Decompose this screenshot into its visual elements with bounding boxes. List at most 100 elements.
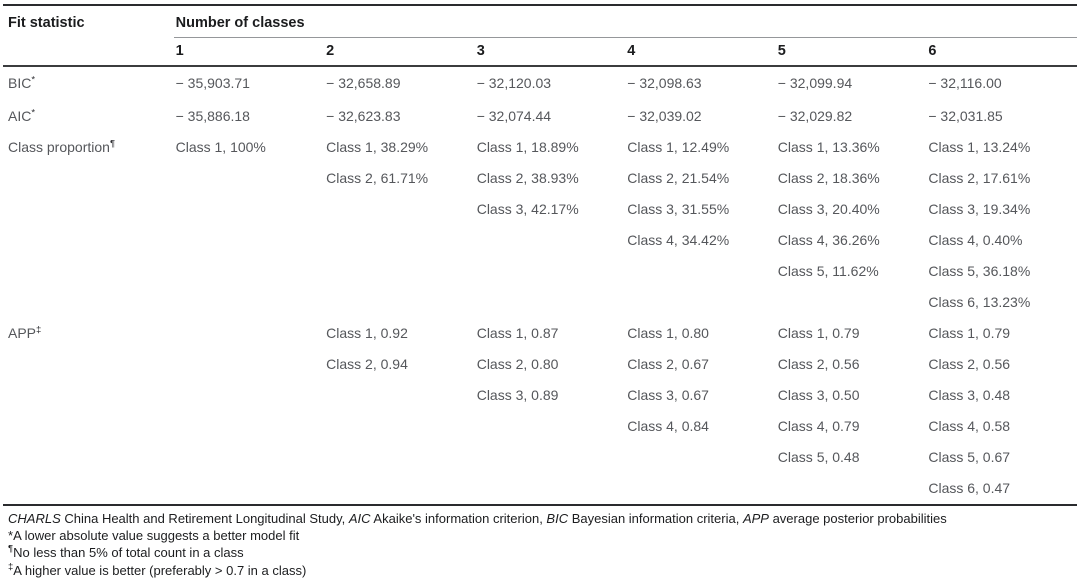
abbreviation-term-charls: CHARLS: [8, 511, 61, 526]
class-proportion-col4-line2: Class 2, 21.54%: [627, 170, 730, 186]
app-col6-line2: Class 2, 0.56: [928, 356, 1011, 372]
class-proportion-col6-line4: Class 4, 0.40%: [928, 232, 1023, 248]
abbreviation-term-bic: BIC: [546, 511, 569, 526]
abbreviation-term-aic: AIC: [348, 511, 371, 526]
column-header-4: 4: [625, 37, 776, 67]
abbreviations-footnote: CHARLS China Health and Retirement Longi…: [8, 511, 947, 526]
class-proportion-cell-col6: Class 1, 13.24% Class 2, 17.61% Class 3, 1…: [926, 132, 1077, 318]
class-proportion-cell-col2: Class 1, 38.29% Class 2, 61.71%: [324, 132, 475, 318]
table-header: Fit statistic Number of classes 1 2 3 4 …: [3, 5, 1077, 67]
app-cell-col1: [174, 318, 325, 505]
header-row-class-counts: 1 2 3 4 5 6: [3, 37, 1077, 67]
class-proportion-col3-line2: Class 2, 38.93%: [476, 170, 579, 186]
app-col5-line1: Class 1, 0.79: [777, 325, 860, 341]
class-proportion-col6-line6: Class 6, 13.23%: [928, 294, 1031, 310]
app-col6-line4: Class 4, 0.58: [928, 418, 1011, 434]
stat-row-bic: BIC* − 35,903.71 − 32,658.89 − 32,120.03 − 3…: [3, 66, 1077, 99]
footnote-note-1: *A lower absolute value suggests a bette…: [8, 528, 300, 544]
app-col6-line1: Class 1, 0.79: [928, 325, 1011, 341]
row-label-superscript-app: ‡: [36, 324, 42, 336]
stat-row-aic: AIC* − 35,886.18 − 32,623.83 − 32,074.44 − 3…: [3, 99, 1077, 132]
class-proportion-col5-line2: Class 2, 18.36%: [777, 170, 880, 186]
class-proportion-cell-col4: Class 1, 12.49% Class 2, 21.54% Class 3, 3…: [625, 132, 776, 318]
footnote-marker-2: ¶: [8, 544, 14, 556]
app-col4-line4: Class 4, 0.84: [627, 418, 709, 434]
class-proportion-col6-line1: Class 1, 13.24%: [928, 139, 1031, 155]
app-col6-line3: Class 3, 0.48: [928, 387, 1011, 403]
class-proportion-cell-col5: Class 1, 13.36% Class 2, 18.36% Class 3, 2…: [776, 132, 927, 318]
footnote-note-2: ¶No less than 5% of total count in a cla…: [8, 544, 244, 561]
app-col6-line6: Class 6, 0.47: [928, 480, 1011, 496]
bic-value-col3: − 32,120.03: [476, 75, 552, 91]
row-label-app: APP‡: [8, 324, 42, 341]
app-col2-line1: Class 1, 0.92: [326, 325, 408, 341]
app-cell-col2: Class 1, 0.92 Class 2, 0.94: [324, 318, 475, 505]
class-proportion-col4-line3: Class 3, 31.55%: [627, 201, 730, 217]
table-footnotes: CHARLS China Health and Retirement Longi…: [3, 506, 1077, 579]
bic-value-col1: − 35,903.71: [175, 75, 250, 91]
table-body: BIC* − 35,903.71 − 32,658.89 − 32,120.03 − 3…: [3, 66, 1077, 505]
app-col3-line2: Class 2, 0.80: [476, 356, 559, 372]
aic-value-col2: − 32,623.83: [326, 107, 401, 124]
class-proportion-col5-line1: Class 1, 13.36%: [777, 139, 880, 155]
class-proportion-col3-line3: Class 3, 42.17%: [476, 201, 579, 217]
column-header-2: 2: [324, 37, 475, 67]
app-col5-line2: Class 2, 0.56: [777, 356, 860, 372]
class-proportion-col6-line5: Class 5, 36.18%: [928, 263, 1031, 279]
header-row-group: Fit statistic Number of classes: [3, 5, 1077, 67]
app-col2-line2: Class 2, 0.94: [326, 356, 408, 372]
column-header-1: 1: [173, 37, 325, 67]
class-proportion-col2-line2: Class 2, 61.71%: [326, 170, 429, 186]
app-cell-col5: Class 1, 0.79 Class 2, 0.56 Class 3, 0.50 C…: [776, 318, 927, 505]
fit-statistic-header: Fit statistic: [3, 5, 174, 67]
class-proportion-col5-line5: Class 5, 11.62%: [777, 263, 879, 279]
multi-row-class-proportion: Class proportion¶ Class 1, 100% Class 1, 3…: [3, 132, 1077, 318]
aic-value-col1: − 35,886.18: [175, 107, 250, 124]
app-cell-col3: Class 1, 0.87 Class 2, 0.80 Class 3, 0.89: [475, 318, 626, 505]
multi-row-app: APP‡ Class 1, 0.92 Class 2, 0.94 Class 1, 0…: [3, 318, 1077, 505]
app-col4-line2: Class 2, 0.67: [627, 356, 709, 372]
row-label-bic: BIC*: [8, 74, 36, 91]
app-col6-line5: Class 5, 0.67: [928, 449, 1011, 465]
app-col3-line1: Class 1, 0.87: [476, 325, 559, 341]
row-label-superscript-class-proportion: ¶: [109, 138, 116, 150]
app-cell-col4: Class 1, 0.80 Class 2, 0.67 Class 3, 0.67 C…: [625, 318, 776, 505]
row-label-class-proportion: Class proportion¶: [8, 138, 116, 155]
row-label-superscript-bic: *: [31, 74, 36, 86]
fit-statistics-table: Fit statistic Number of classes 1 2 3 4 …: [3, 4, 1077, 506]
footnote-note-3: ‡A higher value is better (preferably > …: [8, 561, 307, 578]
footnote-marker-3: ‡: [8, 561, 14, 573]
class-proportion-col5-line3: Class 3, 20.40%: [777, 201, 880, 217]
app-col4-line3: Class 3, 0.67: [627, 387, 709, 403]
column-header-5: 5: [775, 37, 927, 67]
app-col3-line3: Class 3, 0.89: [476, 387, 559, 403]
class-proportion-col3-line1: Class 1, 18.89%: [476, 139, 579, 155]
class-proportion-col2-line1: Class 1, 38.29%: [326, 139, 429, 155]
class-proportion-col4-line1: Class 1, 12.49%: [627, 139, 730, 155]
class-proportion-cell-col1: Class 1, 100%: [174, 132, 325, 318]
bic-value-col4: − 32,098.63: [627, 75, 702, 91]
app-col5-line3: Class 3, 0.50: [777, 387, 860, 403]
app-cell-col6: Class 1, 0.79 Class 2, 0.56 Class 3, 0.48 C…: [926, 318, 1077, 505]
class-proportion-col6-line2: Class 2, 17.61%: [928, 170, 1031, 186]
aic-value-col6: − 32,031.85: [928, 107, 1003, 124]
app-col4-line1: Class 1, 0.80: [627, 325, 709, 341]
abbreviation-term-app: APP: [742, 511, 769, 526]
class-proportion-cell-col3: Class 1, 18.89% Class 2, 38.93% Class 3, 4…: [475, 132, 626, 318]
class-proportion-col6-line3: Class 3, 19.34%: [928, 201, 1031, 217]
row-label-aic: AIC*: [8, 106, 36, 124]
aic-value-col5: − 32,029.82: [777, 107, 853, 124]
notes-container: *A lower absolute value suggests a bette…: [8, 527, 1077, 579]
bic-value-col5: − 32,099.94: [777, 75, 853, 91]
aic-value-col3: − 32,074.44: [476, 107, 552, 124]
bic-value-col2: − 32,658.89: [326, 75, 401, 91]
footnote-marker-1: *: [8, 528, 14, 544]
bic-value-col6: − 32,116.00: [928, 75, 1002, 91]
number-of-classes-header: Number of classes: [173, 5, 1077, 38]
aic-value-col4: − 32,039.02: [627, 107, 702, 124]
row-label-superscript-aic: *: [31, 106, 36, 118]
class-proportion-col4-line4: Class 4, 34.42%: [627, 232, 730, 248]
class-proportion-col5-line4: Class 4, 36.26%: [777, 232, 880, 248]
class-proportion-col1-line1: Class 1, 100%: [175, 139, 266, 155]
